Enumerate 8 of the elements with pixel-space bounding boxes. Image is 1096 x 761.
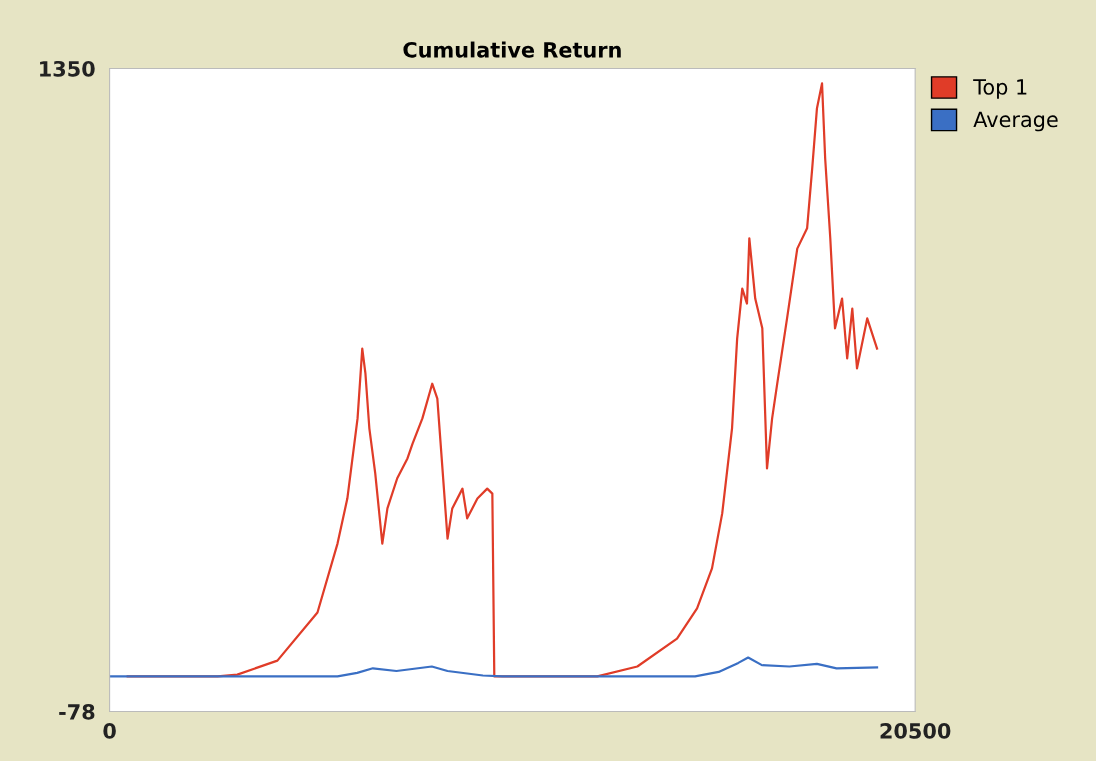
line-series bbox=[109, 656, 879, 678]
x-tick-label: 20500 bbox=[880, 723, 951, 739]
y-tick-label: 1350 bbox=[40, 60, 95, 77]
legend-label: Average bbox=[973, 111, 1058, 132]
y-tick-label: -78 bbox=[59, 703, 95, 720]
x-tick-label: 0 bbox=[103, 723, 116, 739]
chart-title: Cumulative Return bbox=[403, 41, 621, 58]
legend-label: Top 1 bbox=[973, 79, 1027, 99]
